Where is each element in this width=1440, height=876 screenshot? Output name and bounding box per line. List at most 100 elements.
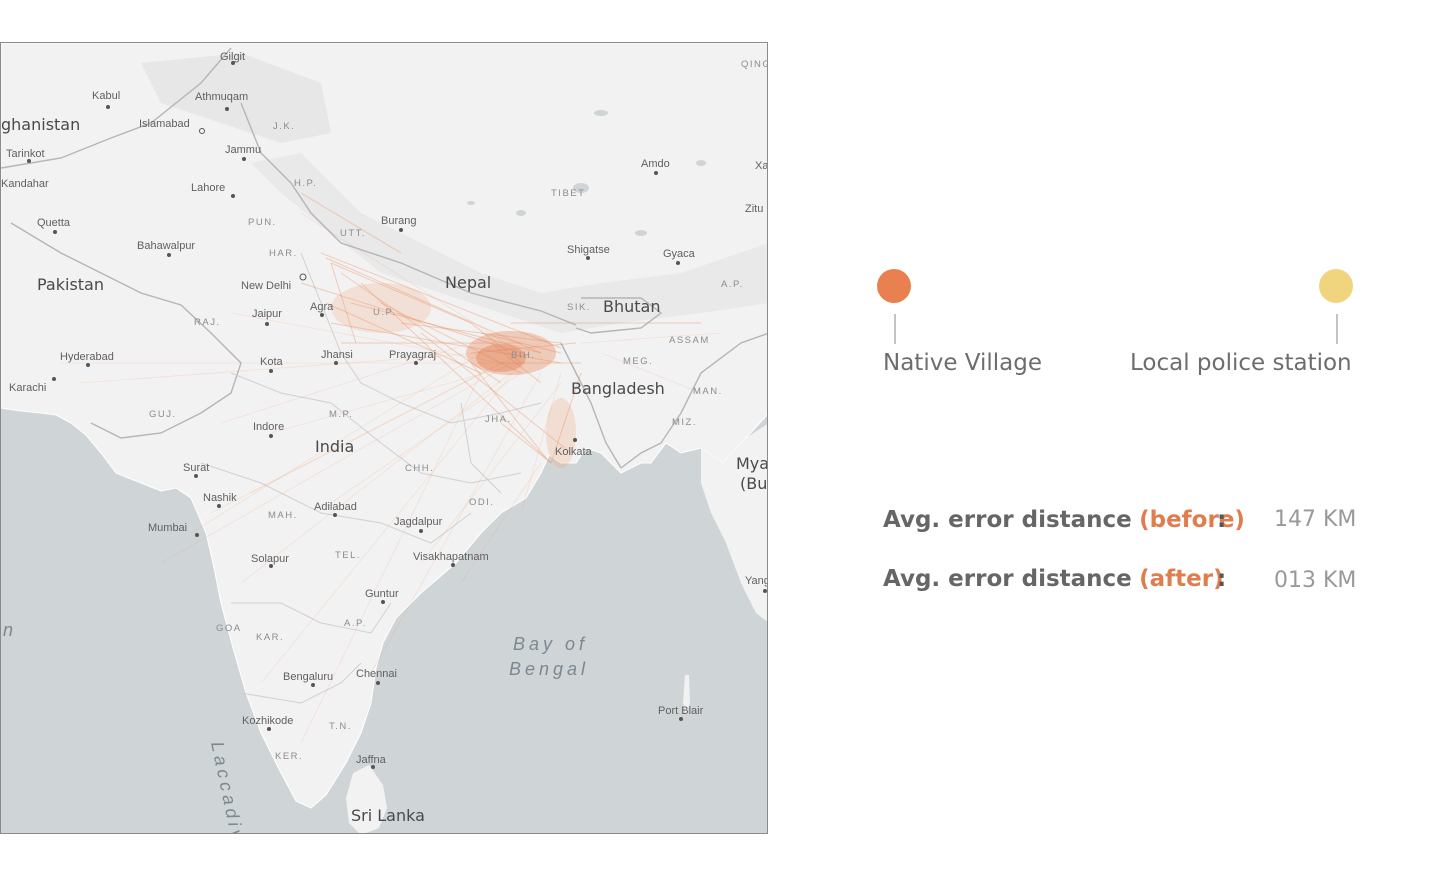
map-panel[interactable]: ghanistan Pakistan Nepal Bhutan Banglade… — [0, 42, 768, 834]
stat-label: Avg. error distance — [883, 507, 1132, 533]
stat-value-after: 013 KM — [1274, 568, 1357, 593]
svg-text:MAH.: MAH. — [268, 510, 298, 521]
svg-text:Islamabad: Islamabad — [139, 118, 190, 130]
land-north — [1, 43, 767, 809]
svg-text:Jagdalpur: Jagdalpur — [394, 516, 443, 528]
country-label: (Bu — [740, 474, 767, 493]
country-label: Nepal — [445, 273, 491, 292]
svg-text:J.K.: J.K. — [273, 121, 295, 132]
svg-text:Surat: Surat — [183, 462, 209, 474]
svg-text:Adilabad: Adilabad — [314, 501, 357, 513]
svg-text:Visakhapatnam: Visakhapatnam — [413, 551, 489, 563]
land-andaman — [683, 675, 690, 715]
svg-text:H.P.: H.P. — [294, 178, 317, 189]
legend-start-label: Native Village — [883, 350, 1043, 376]
country-label: Sri Lanka — [351, 806, 425, 825]
svg-text:U.P.: U.P. — [373, 307, 396, 318]
svg-text:Kabul: Kabul — [92, 90, 120, 102]
country-label: Bhutan — [603, 297, 660, 316]
sea-label: Bay of — [513, 634, 588, 654]
map-canvas: ghanistan Pakistan Nepal Bhutan Banglade… — [1, 43, 768, 833]
sea-label: n — [3, 620, 17, 640]
route-legend: Native Village Local police station — [860, 260, 1380, 400]
state-borders — [200, 252, 542, 704]
svg-text:Nashik: Nashik — [203, 492, 237, 504]
svg-text:KAR.: KAR. — [256, 632, 284, 643]
migration-lines-faint — [61, 212, 722, 744]
country-label: India — [315, 437, 354, 456]
svg-text:Gilgit: Gilgit — [220, 51, 245, 63]
svg-text:Yang: Yang — [745, 575, 768, 587]
land-myanmar — [701, 424, 767, 622]
svg-text:GOA: GOA — [216, 623, 242, 634]
svg-text:GUJ.: GUJ. — [149, 409, 177, 420]
region-labels: TIBET J.K. H.P. PUN. HAR. UTT. RAJ. U.P.… — [149, 59, 768, 762]
svg-text:T.N.: T.N. — [329, 721, 352, 732]
stat-label: Avg. error distance — [883, 566, 1132, 592]
svg-text:M.P.: M.P. — [329, 409, 353, 420]
svg-text:Agra: Agra — [310, 301, 334, 313]
svg-text:Kozhikode: Kozhikode — [242, 715, 293, 727]
svg-text:Bengaluru: Bengaluru — [283, 671, 333, 683]
stat-colon: : — [1217, 566, 1227, 592]
svg-text:Jammu: Jammu — [225, 144, 261, 156]
stat-qualifier-after: (after) — [1139, 566, 1224, 592]
city-labels: Gilgit Kabul Athmuqam Islamabad Tarinkot… — [1, 51, 768, 766]
svg-text:MEG.: MEG. — [623, 356, 653, 367]
legend-line-graphic — [877, 269, 1353, 344]
country-label: ghanistan — [1, 115, 80, 134]
svg-text:Gyaca: Gyaca — [663, 248, 696, 260]
svg-text:BIH.: BIH. — [511, 350, 535, 361]
stat-colon: : — [1217, 507, 1227, 533]
svg-text:KER.: KER. — [275, 751, 303, 762]
svg-text:Burang: Burang — [381, 215, 416, 227]
country-label: Mya — [736, 454, 768, 473]
svg-text:Kolkata: Kolkata — [555, 446, 593, 458]
svg-text:TEL.: TEL. — [335, 550, 361, 561]
svg-text:Bahawalpur: Bahawalpur — [137, 240, 195, 252]
svg-text:Port Blair: Port Blair — [658, 705, 704, 717]
karakoram-shade — [141, 53, 331, 143]
country-labels: ghanistan Pakistan Nepal Bhutan Banglade… — [1, 115, 768, 825]
svg-text:Athmuqam: Athmuqam — [195, 91, 248, 103]
tibet-lakes — [467, 110, 706, 236]
country-label: Bangladesh — [571, 379, 665, 398]
svg-text:UTT.: UTT. — [340, 228, 366, 239]
svg-text:JHA.: JHA. — [485, 414, 512, 425]
svg-text:ODI.: ODI. — [469, 497, 495, 508]
svg-text:PUN.: PUN. — [248, 217, 277, 228]
svg-text:Amdo: Amdo — [641, 158, 670, 170]
svg-text:Jaffna: Jaffna — [356, 754, 387, 766]
migration-lines — [300, 192, 701, 464]
svg-text:Quetta: Quetta — [37, 217, 71, 229]
svg-text:RAJ.: RAJ. — [194, 317, 221, 328]
svg-text:Zitu: Zitu — [745, 203, 763, 215]
svg-text:Karachi: Karachi — [9, 382, 46, 394]
legend-end-label: Local police station — [1130, 350, 1352, 376]
svg-text:Prayagraj: Prayagraj — [389, 349, 436, 361]
svg-text:Jaipur: Jaipur — [252, 308, 282, 320]
migration-hotspots — [331, 283, 576, 468]
svg-text:SIK.: SIK. — [567, 302, 591, 313]
svg-text:ASSAM: ASSAM — [669, 335, 710, 346]
svg-text:TIBET: TIBET — [551, 188, 585, 199]
country-borders — [1, 47, 767, 469]
stat-after-row: Avg. error distance (after) — [883, 566, 1224, 592]
svg-text:Xa: Xa — [755, 160, 768, 172]
svg-text:MIZ.: MIZ. — [672, 417, 697, 428]
svg-text:A.P.: A.P. — [721, 279, 744, 290]
svg-text:CHH.: CHH. — [405, 463, 434, 474]
svg-text:HAR.: HAR. — [269, 248, 298, 259]
svg-text:Tarinkot: Tarinkot — [6, 148, 45, 160]
city-dots — [27, 61, 767, 769]
stat-before-row: Avg. error distance (before) — [883, 507, 1245, 533]
police-station-marker — [1319, 269, 1353, 303]
sea-label: Bengal — [509, 659, 589, 679]
himalaya-shade — [251, 153, 767, 333]
native-village-marker — [877, 269, 911, 303]
svg-text:Lahore: Lahore — [191, 182, 225, 194]
svg-text:QING: QING — [741, 59, 768, 70]
svg-text:Indore: Indore — [253, 421, 284, 433]
land-sri-lanka — [346, 765, 387, 833]
svg-text:New Delhi: New Delhi — [241, 280, 291, 292]
